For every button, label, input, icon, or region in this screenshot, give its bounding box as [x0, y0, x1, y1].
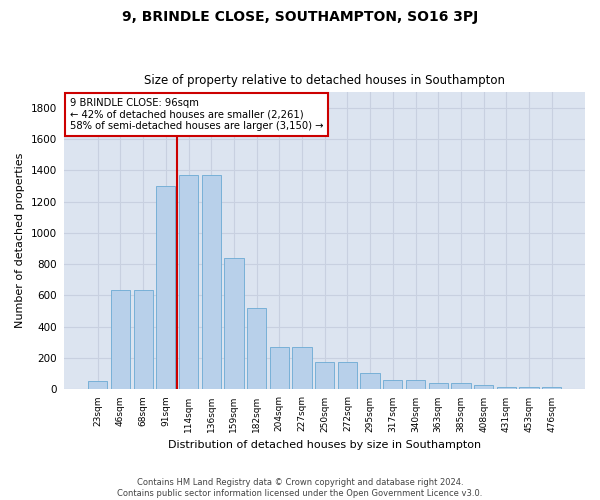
Bar	[338, 362, 357, 389]
Bar	[542, 388, 562, 389]
Bar	[497, 386, 516, 389]
Bar	[224, 258, 244, 389]
Bar	[202, 175, 221, 389]
Bar	[156, 186, 175, 389]
Text: 9 BRINDLE CLOSE: 96sqm
← 42% of detached houses are smaller (2,261)
58% of semi-: 9 BRINDLE CLOSE: 96sqm ← 42% of detached…	[70, 98, 323, 132]
Bar	[383, 380, 403, 389]
Text: Contains HM Land Registry data © Crown copyright and database right 2024.
Contai: Contains HM Land Registry data © Crown c…	[118, 478, 482, 498]
Bar	[451, 384, 470, 389]
Bar	[179, 175, 198, 389]
Bar	[406, 380, 425, 389]
Bar	[520, 388, 539, 389]
X-axis label: Distribution of detached houses by size in Southampton: Distribution of detached houses by size …	[168, 440, 481, 450]
Bar	[111, 290, 130, 389]
Bar	[88, 381, 107, 389]
Bar	[428, 384, 448, 389]
Title: Size of property relative to detached houses in Southampton: Size of property relative to detached ho…	[144, 74, 505, 87]
Bar	[315, 362, 334, 389]
Bar	[474, 384, 493, 389]
Bar	[269, 347, 289, 389]
Y-axis label: Number of detached properties: Number of detached properties	[15, 153, 25, 328]
Bar	[247, 308, 266, 389]
Bar	[361, 372, 380, 389]
Bar	[134, 290, 153, 389]
Bar	[292, 347, 311, 389]
Text: 9, BRINDLE CLOSE, SOUTHAMPTON, SO16 3PJ: 9, BRINDLE CLOSE, SOUTHAMPTON, SO16 3PJ	[122, 10, 478, 24]
